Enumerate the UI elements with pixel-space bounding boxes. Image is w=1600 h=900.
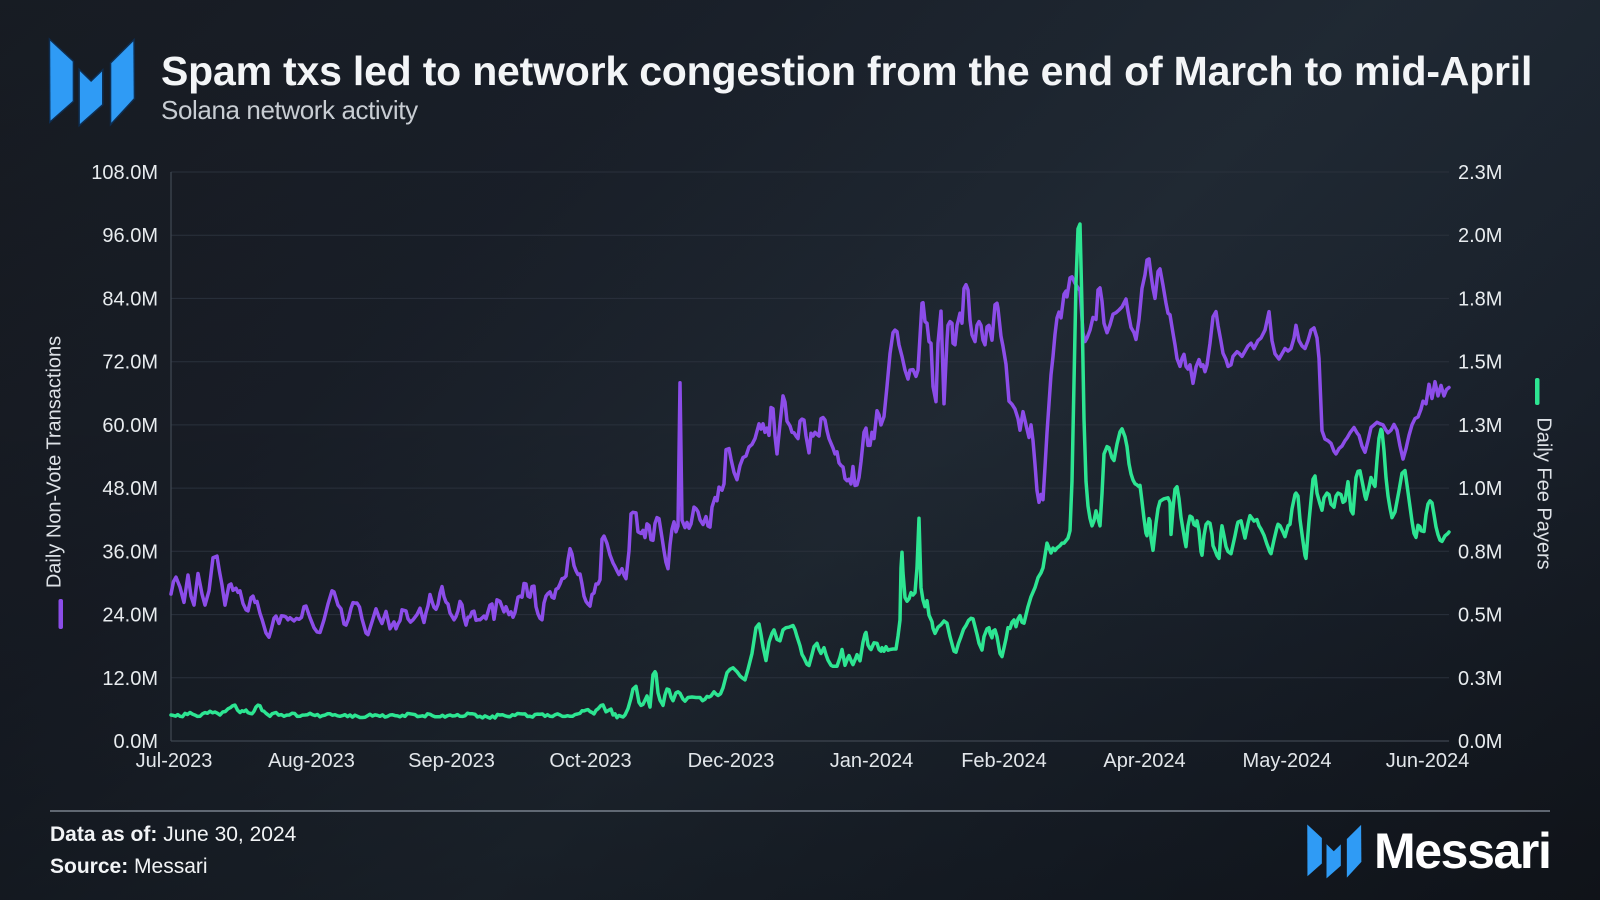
svg-text:0.0M: 0.0M <box>114 731 158 753</box>
svg-text:1.5M: 1.5M <box>1458 352 1502 374</box>
svg-text:48.0M: 48.0M <box>102 478 158 500</box>
svg-text:72.0M: 72.0M <box>102 352 158 374</box>
svg-text:60.0M: 60.0M <box>102 415 158 437</box>
svg-text:2.3M: 2.3M <box>1458 162 1502 184</box>
svg-text:36.0M: 36.0M <box>102 541 158 563</box>
svg-text:0.8M: 0.8M <box>1458 541 1502 563</box>
svg-text:Feb-2024: Feb-2024 <box>961 750 1047 772</box>
svg-text:24.0M: 24.0M <box>102 605 158 627</box>
svg-text:Jan-2024: Jan-2024 <box>830 750 913 772</box>
svg-text:1.8M: 1.8M <box>1458 288 1502 310</box>
svg-text:84.0M: 84.0M <box>102 288 158 310</box>
svg-text:Jul-2023: Jul-2023 <box>136 750 213 772</box>
svg-text:0.3M: 0.3M <box>1458 668 1502 690</box>
svg-text:2.0M: 2.0M <box>1458 225 1502 247</box>
svg-text:Jun-2024: Jun-2024 <box>1386 750 1469 772</box>
svg-text:Daily Fee Payers: Daily Fee Payers <box>1533 417 1555 569</box>
svg-text:0.0M: 0.0M <box>1458 731 1502 753</box>
svg-text:Apr-2024: Apr-2024 <box>1103 750 1185 772</box>
svg-text:108.0M: 108.0M <box>91 162 158 184</box>
svg-text:12.0M: 12.0M <box>102 668 158 690</box>
svg-text:May-2024: May-2024 <box>1243 750 1332 772</box>
svg-text:1.0M: 1.0M <box>1458 478 1502 500</box>
svg-text:Dec-2023: Dec-2023 <box>688 750 775 772</box>
svg-text:Oct-2023: Oct-2023 <box>549 750 631 772</box>
svg-text:Sep-2023: Sep-2023 <box>408 750 495 772</box>
svg-text:96.0M: 96.0M <box>102 225 158 247</box>
svg-text:0.5M: 0.5M <box>1458 605 1502 627</box>
svg-text:Aug-2023: Aug-2023 <box>268 750 355 772</box>
svg-text:1.3M: 1.3M <box>1458 415 1502 437</box>
svg-text:Daily Non-Vote Transactions: Daily Non-Vote Transactions <box>44 336 66 588</box>
